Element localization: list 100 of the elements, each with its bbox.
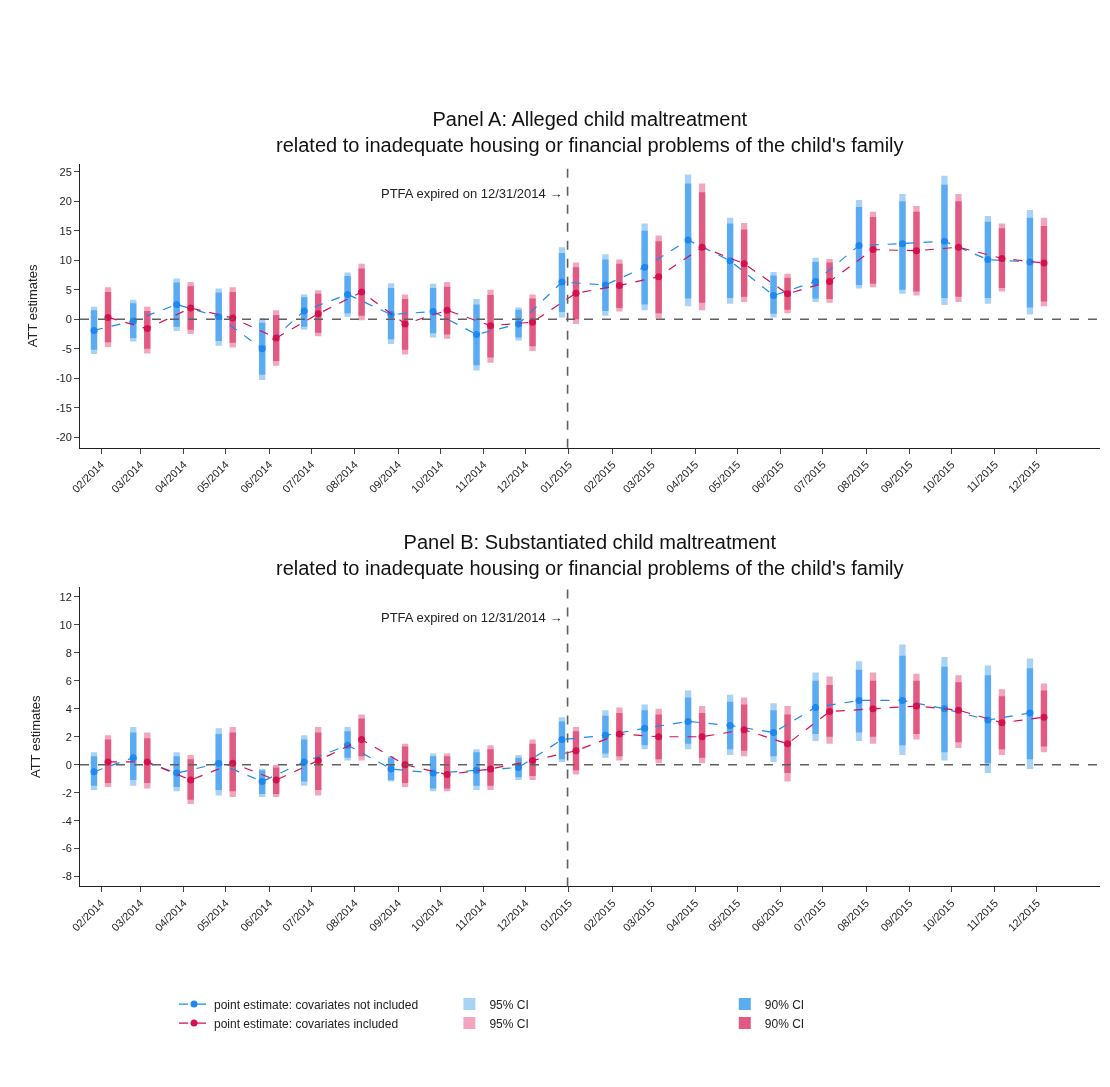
point: [187, 304, 195, 312]
point: [984, 256, 992, 264]
point: [143, 758, 151, 766]
y-tick-label: -6: [62, 842, 72, 855]
point: [558, 278, 566, 286]
bar: [984, 675, 992, 764]
y-tick-label: 6: [65, 674, 72, 687]
point: [314, 757, 322, 765]
point: [912, 247, 920, 255]
y-tick-label: -2: [62, 786, 72, 799]
point: [684, 236, 692, 244]
point: [387, 765, 395, 773]
point: [784, 740, 792, 748]
bar: [899, 655, 906, 746]
point: [898, 696, 906, 704]
point: [401, 320, 409, 328]
point: [855, 241, 863, 249]
ref-line-label: PTFA expired on 12/31/2014 →: [381, 186, 563, 201]
y-tick-label: -4: [62, 814, 72, 827]
point: [358, 288, 366, 296]
point: [1026, 709, 1034, 717]
point: [443, 771, 451, 779]
y-tick-label: -15: [55, 401, 72, 414]
point: [998, 254, 1006, 262]
point: [429, 308, 437, 316]
point: [104, 758, 112, 766]
point: [258, 778, 266, 786]
point: [173, 300, 181, 308]
point: [90, 326, 98, 334]
point: [726, 722, 734, 730]
point: [740, 726, 748, 734]
bar: [1026, 668, 1034, 760]
point: [641, 263, 649, 271]
point: [684, 717, 692, 725]
point: [429, 769, 437, 777]
point: [984, 716, 992, 724]
point: [90, 768, 98, 776]
point: [954, 706, 962, 714]
point: [272, 776, 280, 784]
y-tick-label: 15: [59, 224, 72, 237]
point: [129, 754, 137, 762]
point: [770, 729, 778, 737]
y-axis-title: ATT estimates: [28, 694, 44, 779]
y-tick-label: 4: [65, 702, 72, 715]
ref-line-label: PTFA expired on 12/31/2014 →: [381, 610, 563, 625]
point: [358, 736, 366, 744]
point: [615, 730, 623, 738]
chart-title: Panel B: Substantiated child maltreatment related to inadequate housing or financial problems of the child's family: [276, 531, 904, 579]
point: [258, 345, 266, 353]
point: [1026, 258, 1034, 266]
point: [104, 313, 112, 321]
y-tick-label: 10: [59, 618, 72, 631]
point: [726, 257, 734, 265]
point: [300, 307, 308, 315]
point: [940, 237, 948, 245]
point: [300, 758, 308, 766]
y-tick-label: 8: [65, 646, 72, 659]
point: [812, 703, 820, 711]
point: [529, 757, 537, 765]
y-tick-label: 0: [65, 313, 72, 326]
point: [487, 322, 495, 330]
point: [272, 334, 280, 342]
point: [812, 277, 820, 285]
point: [601, 281, 609, 289]
point: [572, 289, 580, 297]
point: [344, 290, 352, 298]
y-tick-label: 5: [65, 283, 72, 296]
point: [143, 325, 151, 333]
point: [784, 290, 792, 298]
point: [655, 273, 663, 281]
point: [954, 243, 962, 251]
point: [601, 731, 609, 739]
point: [487, 765, 495, 773]
point: [215, 759, 223, 767]
point: [998, 719, 1006, 727]
point: [572, 747, 580, 755]
y-tick-label: -8: [62, 870, 72, 883]
legend-label: 95% CI: [489, 997, 529, 1012]
point: [1040, 259, 1048, 267]
point: [855, 696, 863, 704]
point: [314, 310, 322, 318]
y-tick-label: 0: [65, 758, 72, 771]
y-tick-label: 12: [59, 590, 72, 603]
chart-title: Panel A: Alleged child maltreatment related to inadequate housing or financial problems of the child's family: [276, 108, 904, 156]
point: [187, 776, 195, 784]
point: [1040, 713, 1048, 721]
y-tick-label: 25: [59, 165, 72, 178]
point: [898, 240, 906, 248]
point: [215, 313, 223, 321]
point: [869, 705, 877, 713]
point: [826, 708, 834, 716]
point: [641, 724, 649, 732]
point: [558, 736, 566, 744]
y-tick-label: 2: [65, 730, 72, 743]
y-tick-label: -20: [55, 431, 72, 444]
point: [826, 277, 834, 285]
point: [698, 243, 706, 251]
point: [740, 260, 748, 268]
point: [173, 769, 181, 777]
legend-label: point estimate: covariates not included: [214, 997, 419, 1012]
